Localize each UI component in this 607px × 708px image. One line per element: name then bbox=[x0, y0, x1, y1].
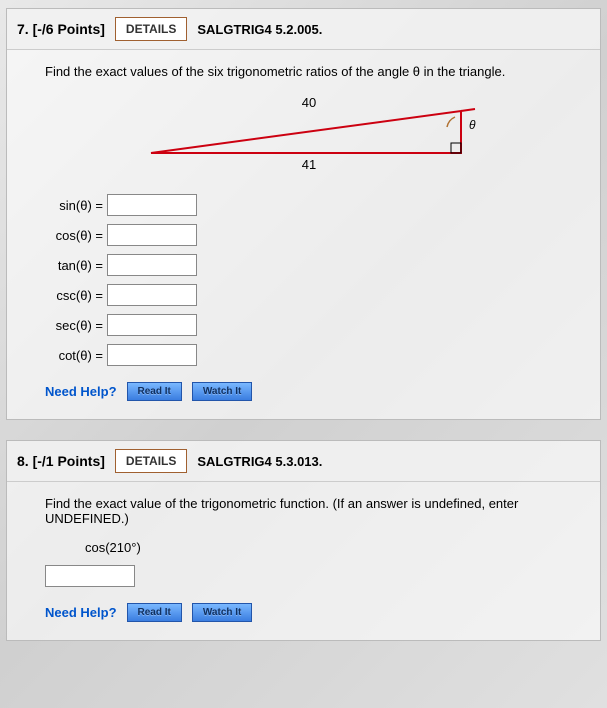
triangle-diagram: 40 41 θ bbox=[45, 93, 576, 176]
hyp-label: 40 bbox=[301, 95, 315, 110]
question-7: 7. [-/6 Points] DETAILS SALGTRIG4 5.2.00… bbox=[6, 8, 601, 420]
ratio-row-tan: tan(θ) = bbox=[45, 254, 576, 276]
details-button[interactable]: DETAILS bbox=[115, 449, 187, 473]
ratio-row-csc: csc(θ) = bbox=[45, 284, 576, 306]
reference-code: SALGTRIG4 5.3.013. bbox=[197, 454, 322, 469]
details-button[interactable]: DETAILS bbox=[115, 17, 187, 41]
ratio-row-sec: sec(θ) = bbox=[45, 314, 576, 336]
tan-input[interactable] bbox=[107, 254, 197, 276]
sin-input[interactable] bbox=[107, 194, 197, 216]
question-body: Find the exact values of the six trigono… bbox=[7, 50, 600, 419]
cos-input[interactable] bbox=[107, 224, 197, 246]
ratio-label: csc(θ) = bbox=[45, 288, 103, 303]
answer-row bbox=[45, 565, 576, 587]
ratio-row-cos: cos(θ) = bbox=[45, 224, 576, 246]
base-label: 41 bbox=[301, 157, 315, 172]
question-body: Find the exact value of the trigonometri… bbox=[7, 482, 600, 640]
csc-input[interactable] bbox=[107, 284, 197, 306]
ratio-label: cos(θ) = bbox=[45, 228, 103, 243]
need-help-label: Need Help? bbox=[45, 605, 117, 620]
reference-code: SALGTRIG4 5.2.005. bbox=[197, 22, 322, 37]
question-header: 7. [-/6 Points] DETAILS SALGTRIG4 5.2.00… bbox=[7, 9, 600, 50]
prompt-text: Find the exact values of the six trigono… bbox=[45, 64, 576, 79]
ratio-label: tan(θ) = bbox=[45, 258, 103, 273]
ratio-label: sec(θ) = bbox=[45, 318, 103, 333]
question-8: 8. [-/1 Points] DETAILS SALGTRIG4 5.3.01… bbox=[6, 440, 601, 641]
question-number: 7. [-/6 Points] bbox=[17, 21, 105, 37]
prompt-text: Find the exact value of the trigonometri… bbox=[45, 496, 576, 526]
cos210-input[interactable] bbox=[45, 565, 135, 587]
question-header: 8. [-/1 Points] DETAILS SALGTRIG4 5.3.01… bbox=[7, 441, 600, 482]
ratio-row-sin: sin(θ) = bbox=[45, 194, 576, 216]
sec-input[interactable] bbox=[107, 314, 197, 336]
need-help-row: Need Help? Read It Watch It bbox=[45, 382, 576, 401]
watch-it-button[interactable]: Watch It bbox=[192, 603, 253, 622]
read-it-button[interactable]: Read It bbox=[127, 603, 182, 622]
watch-it-button[interactable]: Watch It bbox=[192, 382, 253, 401]
need-help-label: Need Help? bbox=[45, 384, 117, 399]
cot-input[interactable] bbox=[107, 344, 197, 366]
read-it-button[interactable]: Read It bbox=[127, 382, 182, 401]
need-help-row: Need Help? Read It Watch It bbox=[45, 603, 576, 622]
expression: cos(210°) bbox=[85, 540, 576, 555]
ratio-label: cot(θ) = bbox=[45, 348, 103, 363]
ratio-row-cot: cot(θ) = bbox=[45, 344, 576, 366]
theta-label: θ bbox=[469, 118, 476, 132]
ratio-label: sin(θ) = bbox=[45, 198, 103, 213]
question-number: 8. [-/1 Points] bbox=[17, 453, 105, 469]
